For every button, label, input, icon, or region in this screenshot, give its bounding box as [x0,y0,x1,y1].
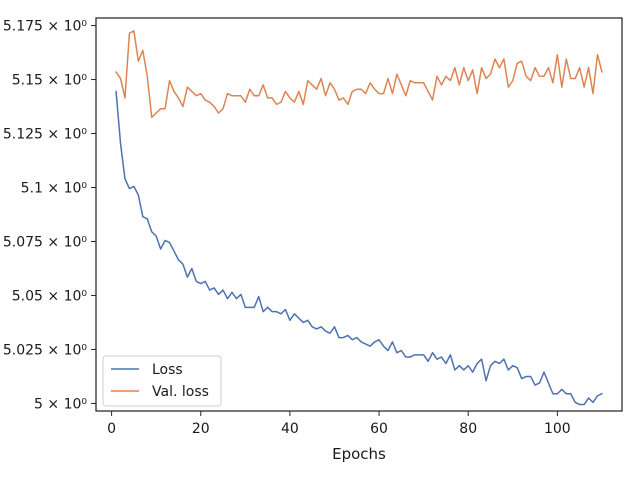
y-tick-label: 5.075 × 10⁰ [3,234,88,250]
series-layer [115,30,603,406]
legend-label-val-loss: Val. loss [152,384,209,400]
series-line-loss [115,90,603,406]
legend-label-loss: Loss [152,362,183,378]
x-tick-label: 0 [107,421,116,437]
plot-frame [95,17,623,412]
y-tick-label: 5.025 × 10⁰ [3,342,88,358]
y-tick-label: 5.15 × 10⁰ [12,73,88,89]
x-tick-label: 80 [459,421,477,437]
y-tick-label: 5 × 10⁰ [34,396,87,412]
x-tick-label: 60 [370,421,388,437]
y-axis-ticks: 5 × 10⁰ 5.025 × 10⁰ 5.05 × 10⁰ 5.075 × 10⁰ 5… [3,19,96,412]
series-line-val-loss [115,30,603,119]
x-axis-ticks: 0 20 40 60 80 100 [107,411,571,437]
x-tick-label: 100 [544,421,571,437]
x-tick-label: 40 [281,421,299,437]
y-tick-label: 5.05 × 10⁰ [12,288,88,304]
x-axis-label: Epochs [332,445,386,463]
y-tick-label: 5.1 × 10⁰ [21,181,88,197]
x-tick-label: 20 [192,421,210,437]
y-tick-label: 5.175 × 10⁰ [3,19,88,35]
legend: Loss Val. loss [102,355,222,407]
y-tick-label: 5.125 × 10⁰ [3,127,88,143]
